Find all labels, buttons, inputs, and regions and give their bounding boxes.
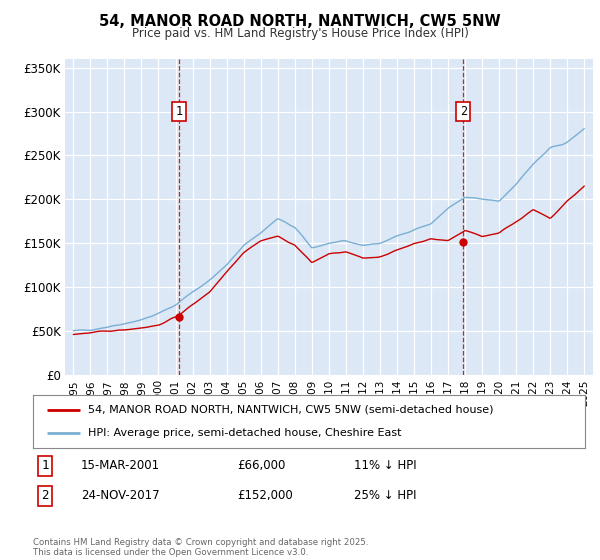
Text: 2: 2	[41, 489, 49, 502]
Text: Price paid vs. HM Land Registry's House Price Index (HPI): Price paid vs. HM Land Registry's House …	[131, 27, 469, 40]
Text: 25% ↓ HPI: 25% ↓ HPI	[354, 489, 416, 502]
Text: £66,000: £66,000	[237, 459, 286, 473]
Text: 1: 1	[176, 105, 182, 118]
Text: 54, MANOR ROAD NORTH, NANTWICH, CW5 5NW (semi-detached house): 54, MANOR ROAD NORTH, NANTWICH, CW5 5NW …	[88, 405, 494, 415]
Text: 24-NOV-2017: 24-NOV-2017	[81, 489, 160, 502]
Text: 15-MAR-2001: 15-MAR-2001	[81, 459, 160, 473]
Text: 11% ↓ HPI: 11% ↓ HPI	[354, 459, 416, 473]
Text: HPI: Average price, semi-detached house, Cheshire East: HPI: Average price, semi-detached house,…	[88, 428, 402, 438]
Text: £152,000: £152,000	[237, 489, 293, 502]
Text: 2: 2	[460, 105, 467, 118]
Text: 54, MANOR ROAD NORTH, NANTWICH, CW5 5NW: 54, MANOR ROAD NORTH, NANTWICH, CW5 5NW	[99, 14, 501, 29]
Text: Contains HM Land Registry data © Crown copyright and database right 2025.
This d: Contains HM Land Registry data © Crown c…	[33, 538, 368, 557]
Text: 1: 1	[41, 459, 49, 473]
